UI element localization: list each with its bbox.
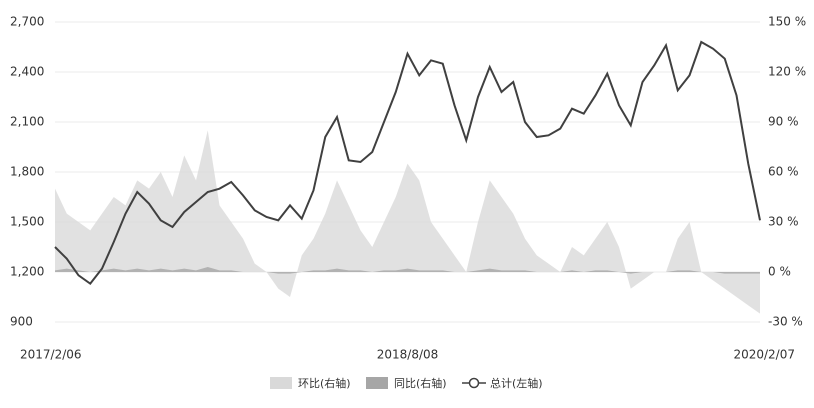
y2-tick-label: -30 % — [768, 315, 803, 329]
y2-tick-label: 60 % — [768, 165, 799, 179]
x-tick-label: 2020/2/07 — [733, 348, 795, 362]
y-tick-label: 900 — [10, 315, 33, 329]
y-tick-label: 1,200 — [10, 265, 44, 279]
y-tick-label: 2,100 — [10, 115, 44, 129]
legend-swatch — [366, 377, 388, 389]
y2-tick-label: 0 % — [768, 265, 791, 279]
y-tick-label: 1,500 — [10, 215, 44, 229]
legend-label: 同比(右轴) — [394, 376, 447, 390]
legend-label: 总计(左轴) — [490, 376, 543, 390]
y2-tick-label: 90 % — [768, 115, 799, 129]
area — [55, 267, 760, 274]
y2-tick-label: 120 % — [768, 65, 806, 79]
y2-tick-label: 30 % — [768, 215, 799, 229]
y-tick-label: 2,400 — [10, 65, 44, 79]
x-tick-label: 2017/2/06 — [20, 348, 82, 362]
legend-label: 环比(右轴) — [298, 376, 351, 390]
area — [55, 130, 760, 314]
legend-marker — [468, 377, 480, 389]
line — [54, 40, 761, 286]
legend-swatch — [270, 377, 292, 389]
y-tick-label: 2,700 — [10, 15, 44, 29]
y2-tick-label: 150 % — [768, 15, 806, 29]
y-tick-label: 1,800 — [10, 165, 44, 179]
x-tick-label: 2018/8/08 — [377, 348, 439, 362]
